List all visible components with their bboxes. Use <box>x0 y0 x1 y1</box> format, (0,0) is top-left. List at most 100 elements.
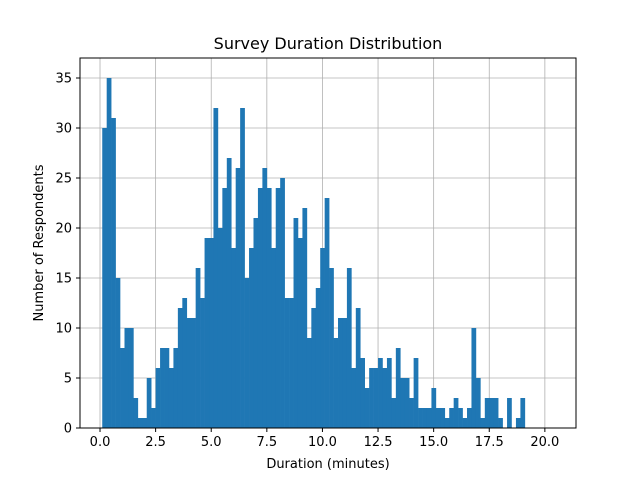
histogram-bar <box>444 418 450 428</box>
histogram-bar <box>311 308 317 428</box>
histogram-bar <box>382 368 388 428</box>
histogram-bar <box>333 338 339 428</box>
histogram-bar <box>360 358 365 428</box>
bars <box>102 78 526 428</box>
y-axis-ticks: 0 5 10 15 20 25 30 35 <box>55 72 80 437</box>
histogram-bar <box>275 188 281 428</box>
histogram-bar <box>155 368 161 428</box>
x-tick-label: 2.5 <box>145 435 166 450</box>
histogram-bar <box>373 368 379 428</box>
histogram-bar <box>293 218 299 428</box>
x-tick-label: 7.5 <box>256 435 277 450</box>
histogram-bar <box>355 308 361 428</box>
histogram-bar <box>440 408 446 428</box>
y-tick-label: 15 <box>55 272 72 287</box>
histogram-bar <box>284 298 290 428</box>
histogram-bar <box>498 418 503 428</box>
histogram-bar <box>217 228 223 428</box>
histogram-bar <box>128 328 134 428</box>
y-tick-label: 30 <box>55 122 72 137</box>
x-axis-ticks: 0.0 2.5 5.0 7.5 10.0 12.5 15.0 17.5 20.0 <box>90 428 559 450</box>
plot-frame <box>79 57 577 429</box>
histogram-bar <box>520 398 526 428</box>
histogram-bar <box>289 298 294 428</box>
histogram-bar <box>191 318 196 428</box>
histogram-bar <box>186 318 192 428</box>
histogram-bar <box>151 408 156 428</box>
histogram-bar <box>324 198 330 428</box>
histogram-bar <box>133 398 139 428</box>
histogram-bar <box>146 378 152 428</box>
histogram-bar <box>346 268 352 428</box>
histogram-bar <box>195 268 201 428</box>
histogram-bar <box>515 418 521 428</box>
histogram-bar <box>489 398 495 428</box>
histogram-bar <box>467 408 472 428</box>
histogram-bar <box>226 158 232 428</box>
histogram-bar <box>142 418 148 428</box>
histogram-bar <box>320 248 325 428</box>
x-tick-label: 5.0 <box>201 435 222 450</box>
histogram-bar <box>257 188 263 428</box>
histogram-bar <box>329 268 334 428</box>
histogram-bar <box>209 238 214 428</box>
histogram-bar <box>240 108 245 428</box>
x-tick-label: 20.0 <box>530 435 559 450</box>
histogram-bar <box>418 408 423 428</box>
histogram-bar <box>395 348 401 428</box>
histogram-bar <box>400 378 406 428</box>
y-tick-label: 20 <box>55 222 72 237</box>
histogram-bar <box>369 368 374 428</box>
histogram-bar <box>378 358 383 428</box>
histogram-bar <box>115 278 121 428</box>
histogram-bar <box>475 378 481 428</box>
histogram-bar <box>164 348 170 428</box>
histogram-bar <box>409 398 414 428</box>
histogram-bar <box>453 398 459 428</box>
histogram-bar <box>458 408 463 428</box>
histogram-bar <box>160 348 165 428</box>
histogram-bar <box>426 408 432 428</box>
histogram-bar <box>102 128 107 428</box>
histogram-bar <box>435 408 441 428</box>
histogram-bar <box>342 318 348 428</box>
y-tick-label: 10 <box>55 322 72 337</box>
histogram-bar <box>507 398 512 428</box>
y-tick-label: 35 <box>55 72 72 87</box>
histogram-bar <box>484 398 490 428</box>
histogram-bar <box>480 418 486 428</box>
x-tick-label: 10.0 <box>308 435 337 450</box>
histogram-bar <box>235 168 241 428</box>
histogram-bar <box>213 108 219 428</box>
histogram-bar <box>280 178 285 428</box>
histogram-bar <box>124 328 130 428</box>
histogram-bar <box>182 298 188 428</box>
chart-title: Survey Duration Distribution <box>214 34 443 53</box>
histogram-bar <box>173 348 179 428</box>
histogram-bar <box>120 348 125 428</box>
histogram-bar <box>471 328 477 428</box>
y-tick-label: 5 <box>64 372 72 387</box>
histogram-bar <box>137 418 143 428</box>
y-tick-label: 25 <box>55 172 72 187</box>
histogram-bar <box>338 318 343 428</box>
y-tick-label: 0 <box>64 422 72 437</box>
x-axis-label: Duration (minutes) <box>266 457 389 472</box>
histogram-bar <box>262 168 268 428</box>
histogram-bar <box>391 398 397 428</box>
histogram-bar <box>244 278 250 428</box>
histogram-bar <box>364 388 370 428</box>
histogram-bar <box>231 248 236 428</box>
histogram-bar <box>449 408 454 428</box>
x-tick-label: 15.0 <box>419 435 448 450</box>
histogram-bar <box>386 358 392 428</box>
histogram-bar <box>204 238 210 428</box>
histogram-bar <box>422 408 428 428</box>
histogram-bar <box>266 188 272 428</box>
x-tick-label: 12.5 <box>364 435 393 450</box>
histogram-bar <box>431 388 437 428</box>
histogram-bar <box>253 218 259 428</box>
histogram-bar <box>200 298 205 428</box>
y-axis-label: Number of Respondents <box>32 164 47 321</box>
